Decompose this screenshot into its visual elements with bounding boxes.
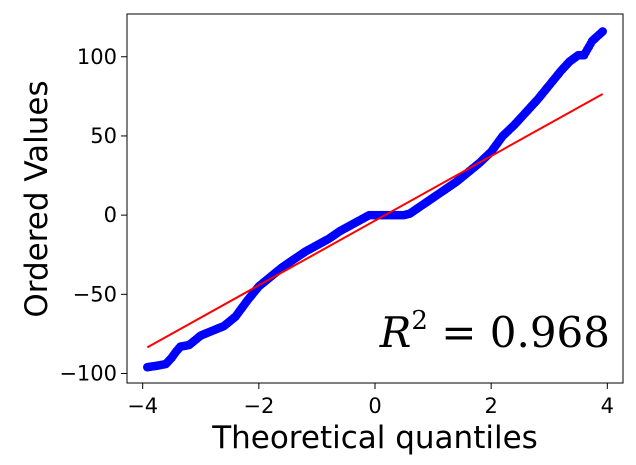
fit-line [146, 93, 604, 349]
x-axis-title: Theoretical quantiles [211, 420, 538, 456]
x-tick-label: 0 [368, 394, 381, 418]
y-axis-ticks: −100 −50 0 50 100 [59, 45, 127, 385]
y-tick-label: −100 [59, 361, 117, 385]
x-tick-label: −4 [127, 394, 158, 418]
x-tick-label: 2 [484, 394, 497, 418]
x-axis-ticks: −4 −2 0 2 4 [127, 383, 614, 418]
plot-area [127, 14, 623, 383]
y-tick-label: 50 [90, 124, 117, 148]
y-axis-title: Ordered Values [19, 80, 55, 317]
y-tick-label: 100 [77, 45, 117, 69]
x-tick-label: −2 [243, 394, 274, 418]
y-tick-label: 0 [104, 203, 117, 227]
data-points [143, 27, 607, 372]
y-tick-label: −50 [73, 282, 117, 306]
x-tick-label: 4 [601, 394, 614, 418]
data-point [598, 27, 607, 36]
r-squared-annotation: R2 = 0.968 [379, 306, 610, 357]
